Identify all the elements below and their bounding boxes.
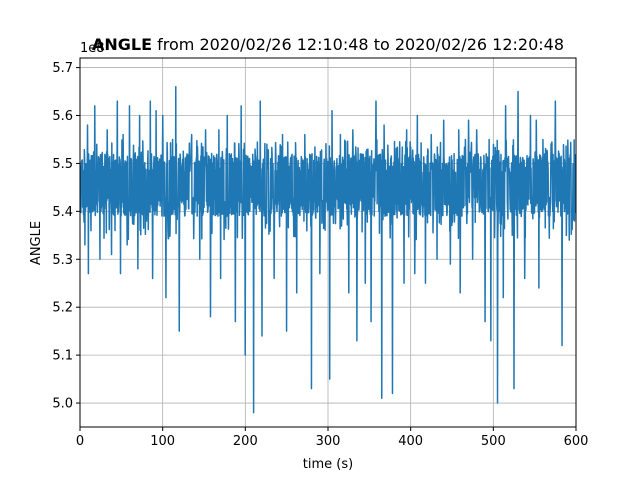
- x-axis-label: time (s): [303, 457, 353, 472]
- y-axis-label: ANGLE: [29, 221, 44, 265]
- x-tick-label: 500: [481, 434, 506, 449]
- y-tick-label: 5.4: [52, 205, 73, 220]
- x-tick-label: 100: [150, 434, 175, 449]
- y-tick-label: 5.6: [52, 109, 73, 124]
- chart-title-bold: ANGLE: [92, 35, 152, 54]
- series-line-angle: [80, 86, 576, 414]
- y-tick-label: 5.0: [52, 397, 73, 412]
- x-tick-label: 600: [564, 434, 589, 449]
- y-tick-label: 5.5: [52, 157, 73, 172]
- y-tick-label: 5.7: [52, 61, 73, 76]
- y-tick-label: 5.3: [52, 253, 73, 268]
- y-axis: 5.0 5.1 5.2 5.3 5.4 5.5 5.6 5.7: [52, 61, 80, 412]
- y-tick-label: 5.1: [52, 349, 73, 364]
- y-tick-label: 5.2: [52, 301, 73, 316]
- x-tick-label: 0: [76, 434, 84, 449]
- x-tick-label: 200: [233, 434, 258, 449]
- chart-title-rest: from 2020/02/26 12:10:48 to 2020/02/26 1…: [152, 35, 564, 54]
- x-tick-label: 300: [316, 434, 341, 449]
- x-axis: 0 100 200 300 400 500 600: [76, 427, 589, 449]
- grid: [79, 58, 577, 427]
- y-offset-text: 1e8: [80, 41, 105, 56]
- chart-title: ANGLE from 2020/02/26 12:10:48 to 2020/0…: [92, 35, 564, 54]
- x-tick-label: 400: [398, 434, 423, 449]
- series-layer: [80, 86, 576, 414]
